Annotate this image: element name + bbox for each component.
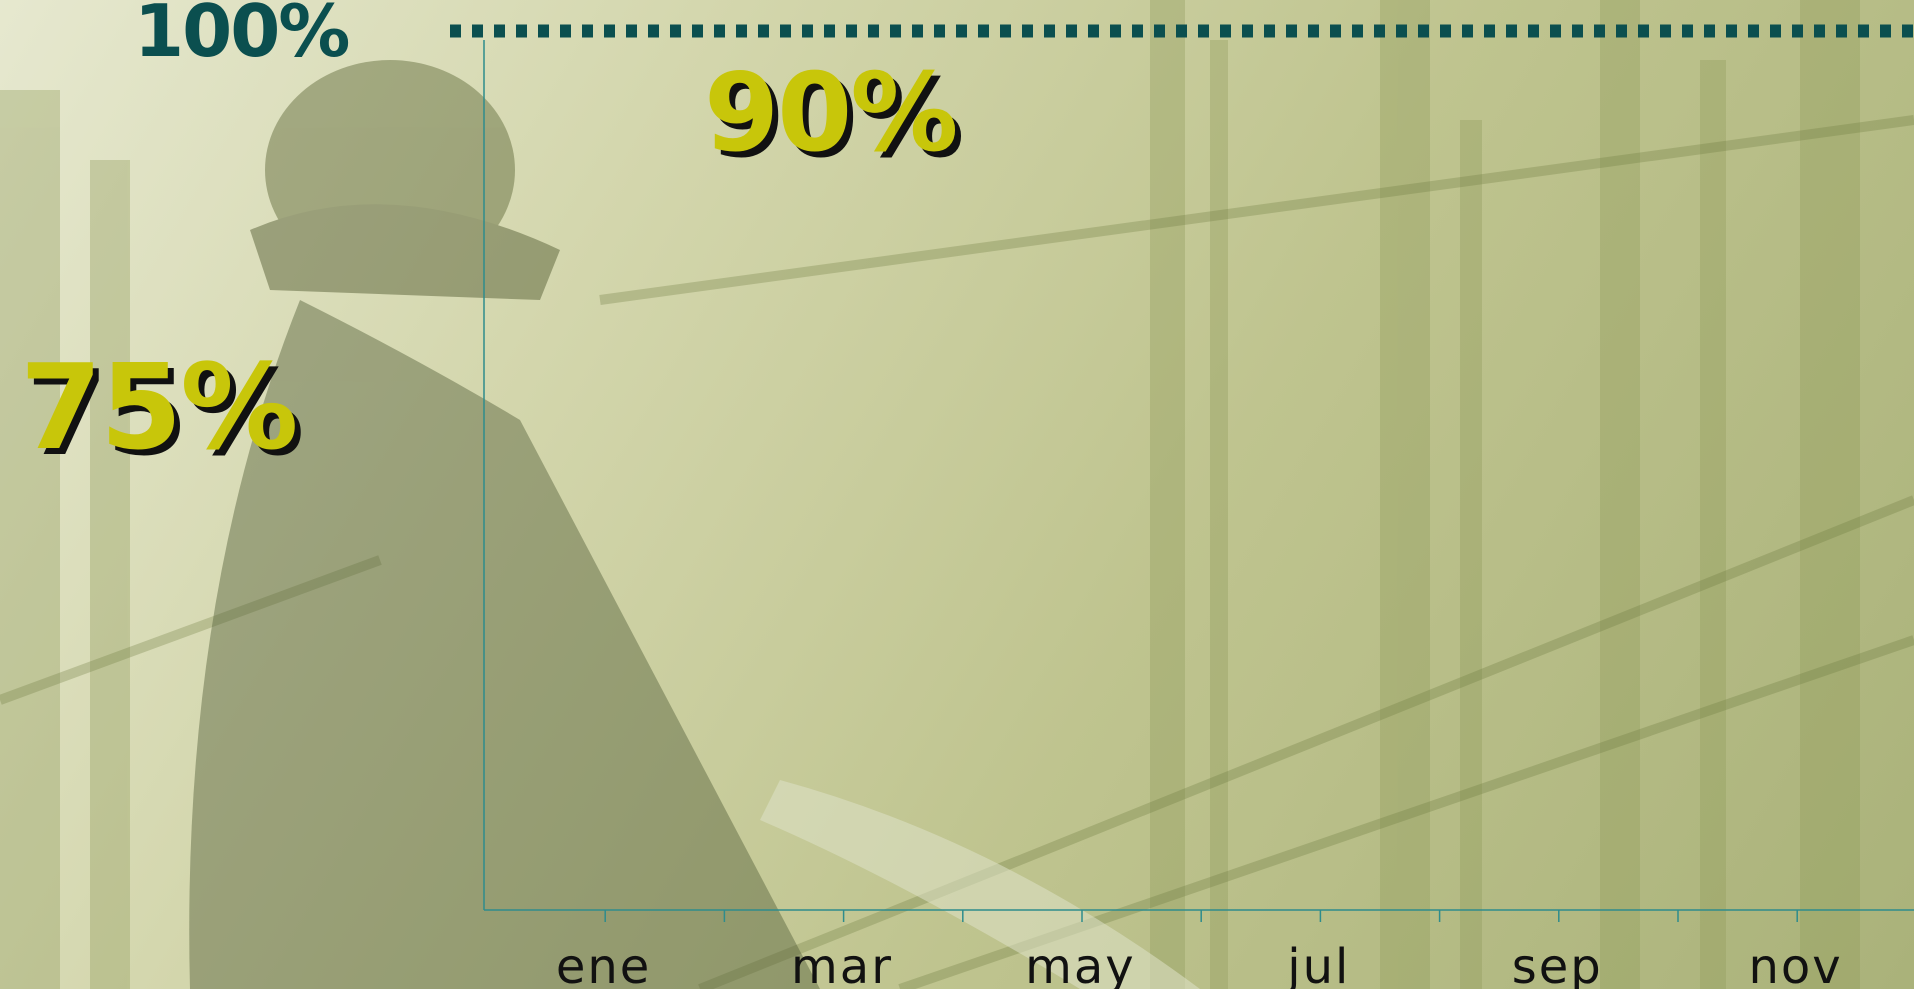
label-90-percent-shadow: 90% (710, 57, 963, 182)
reference-lines (450, 24, 1914, 38)
x-tick-label-jul: jul (1286, 939, 1350, 989)
x-tick-label-sep: sep (1512, 939, 1603, 989)
axes (483, 40, 1914, 922)
x-tick-label-ene: ene (556, 939, 651, 989)
labels: ene mar may jul sep nov Utilización del sistem… (20, 0, 1842, 989)
label-100-percent: 100% (134, 0, 348, 73)
x-tick-label-may: may (1025, 939, 1136, 989)
chart-title: Utilización del sistema (850, 0, 1570, 12)
label-90-percent: 90% (704, 51, 957, 176)
x-tick-label-nov: nov (1748, 939, 1842, 989)
label-75-percent-shadow: 75% (26, 344, 302, 482)
label-75-percent: 75% (20, 338, 296, 476)
x-tick-label-mar: mar (791, 939, 893, 989)
